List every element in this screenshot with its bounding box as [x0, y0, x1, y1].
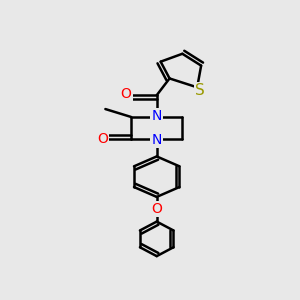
Text: N: N [152, 133, 162, 147]
Text: N: N [152, 109, 162, 123]
Text: O: O [121, 87, 131, 101]
Text: O: O [151, 202, 162, 216]
Text: S: S [195, 83, 205, 98]
Text: O: O [97, 132, 108, 146]
